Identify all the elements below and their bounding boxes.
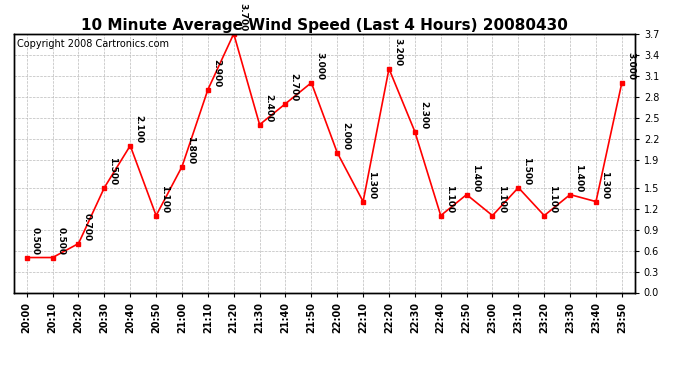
Text: 1.100: 1.100 — [497, 184, 506, 213]
Text: 2.300: 2.300 — [419, 101, 428, 129]
Text: 2.000: 2.000 — [342, 122, 351, 150]
Text: 3.200: 3.200 — [393, 38, 402, 66]
Text: 1.500: 1.500 — [522, 157, 531, 185]
Text: 0.500: 0.500 — [31, 227, 40, 255]
Text: 1.400: 1.400 — [574, 164, 583, 192]
Text: 0.500: 0.500 — [57, 227, 66, 255]
Text: 3.000: 3.000 — [626, 52, 635, 80]
Text: 1.100: 1.100 — [549, 184, 558, 213]
Text: 1.100: 1.100 — [445, 184, 454, 213]
Text: Copyright 2008 Cartronics.com: Copyright 2008 Cartronics.com — [17, 39, 169, 49]
Title: 10 Minute Average Wind Speed (Last 4 Hours) 20080430: 10 Minute Average Wind Speed (Last 4 Hou… — [81, 18, 568, 33]
Text: 2.100: 2.100 — [135, 115, 144, 143]
Text: 0.700: 0.700 — [83, 213, 92, 241]
Text: 1.500: 1.500 — [108, 157, 117, 185]
Text: 2.900: 2.900 — [212, 58, 221, 87]
Text: 3.700: 3.700 — [238, 3, 247, 31]
Text: 1.800: 1.800 — [186, 136, 195, 164]
Text: 1.300: 1.300 — [600, 171, 609, 199]
Text: 3.000: 3.000 — [315, 52, 324, 80]
Text: 1.300: 1.300 — [367, 171, 376, 199]
Text: 1.400: 1.400 — [471, 164, 480, 192]
Text: 2.400: 2.400 — [264, 94, 273, 122]
Text: 1.100: 1.100 — [160, 184, 169, 213]
Text: 2.700: 2.700 — [290, 73, 299, 101]
